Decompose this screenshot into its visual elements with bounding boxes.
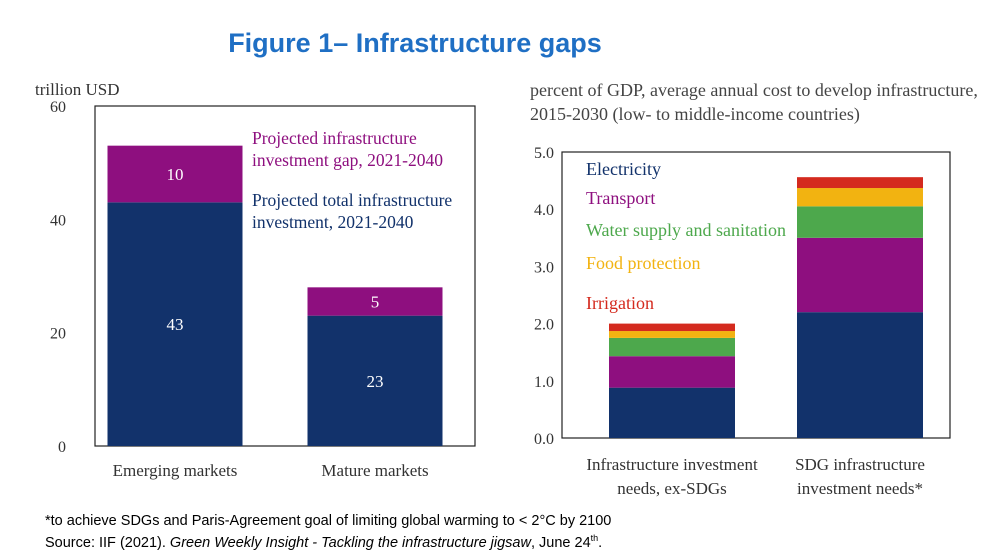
right-bar-segment: [797, 206, 923, 238]
left-bar-data-label: 10: [167, 165, 184, 184]
left-x-category-label: Mature markets: [321, 461, 428, 480]
right-bar-segment: [609, 387, 735, 438]
right-legend-entry: Food protection: [586, 253, 701, 273]
right-bar-segment: [609, 337, 735, 357]
right-y-tick-label: 3.0: [534, 259, 554, 276]
right-y-tick-label: 4.0: [534, 202, 554, 219]
right-y-tick-label: 1.0: [534, 374, 554, 391]
left-bar-data-label: 43: [167, 315, 184, 334]
left-bar-segment: [307, 287, 443, 316]
right-legend-entry: Irrigation: [586, 293, 654, 313]
figure-title: Figure 1– Infrastructure gaps: [228, 28, 602, 58]
right-y-axis-label: percent of GDP, average annual cost to d…: [530, 80, 978, 125]
left-bar-segment: [107, 202, 243, 446]
source-line: Source: IIF (2021). Green Weekly Insight…: [45, 533, 602, 551]
right-bar-segment: [797, 177, 923, 189]
right-x-category-label: SDG infrastructure investment needs*: [795, 455, 925, 498]
left-legend-gap: Projected infrastructure investment gap, …: [252, 128, 443, 170]
right-bar-segment: [609, 356, 735, 388]
right-legend-entry: Electricity: [586, 159, 661, 179]
left-y-tick-label: 40: [50, 212, 66, 229]
right-bar-segment: [797, 312, 923, 438]
source-prefix: Source: IIF (2021).: [45, 534, 170, 551]
figure-charts: trillion USD 0 20 40 60 43 10 Emerging markets 2…: [35, 80, 978, 498]
right-bar-segment: [609, 331, 735, 338]
right-bar-segment: [797, 188, 923, 207]
left-legend-total: Projected total infrastructure investment…: [252, 190, 452, 232]
left-bar-data-label: 5: [371, 293, 380, 312]
right-x-category-label: Infrastructure investment needs, ex-SDGs: [586, 455, 758, 498]
left-y-tick-label: 20: [50, 326, 66, 343]
left-plot-frame: [94, 105, 476, 447]
left-bar-data-label: 23: [367, 372, 384, 391]
source-end: .: [598, 534, 603, 551]
right-legend-entry: Transport: [586, 188, 655, 208]
right-y-tick-label: 5.0: [534, 145, 554, 162]
left-bar-segment: [107, 145, 243, 203]
source-title: Green Weekly Insight - Tackling the infr…: [169, 534, 531, 551]
right-y-tick-label: 2.0: [534, 317, 554, 334]
right-bar-segment: [797, 237, 923, 313]
right-plot-frame: [561, 151, 951, 439]
left-x-category-label: Emerging markets: [113, 461, 238, 480]
left-y-tick-label: 60: [50, 99, 66, 116]
left-y-axis-label: trillion USD: [35, 80, 120, 99]
left-bar-segment: [307, 315, 443, 446]
right-y-tick-label: 0.0: [534, 431, 554, 448]
right-legend-entry: Water supply and sanitation: [586, 220, 786, 240]
source-date: , June 24: [530, 534, 591, 551]
source-date-suffix: th: [590, 533, 599, 543]
left-y-tick-label: 0: [58, 439, 66, 456]
footnote: *to achieve SDGs and Paris-Agreement goa…: [45, 513, 612, 529]
right-bar-segment: [609, 323, 735, 332]
